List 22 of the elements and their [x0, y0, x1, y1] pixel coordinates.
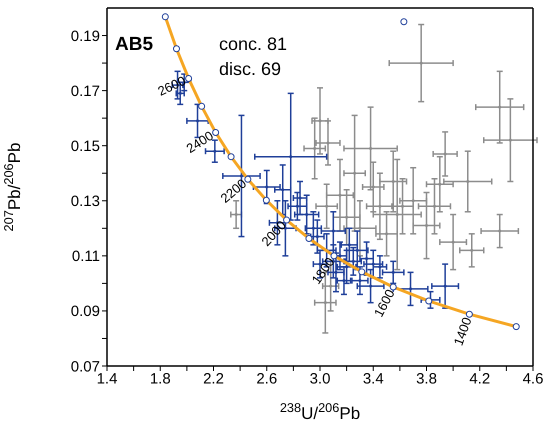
annotation: 1600	[370, 286, 398, 320]
y-tick-label: 0.17	[70, 82, 100, 100]
x-tick-label: 3.4	[362, 370, 384, 388]
x-tick-label: 1.8	[150, 370, 171, 388]
y-tick-label: 0.19	[70, 28, 100, 45]
annotation: conc. 81	[219, 34, 288, 54]
text: AB5	[115, 34, 154, 55]
x-axis-title: $^{238}$U/$^{206}$Pb	[280, 400, 360, 423]
x-tick-label: 3.8	[416, 370, 437, 388]
x-tick-label: 4.2	[469, 370, 490, 388]
annotation: disc. 69	[219, 59, 282, 79]
annotation: 1400	[450, 315, 475, 348]
y-tick-label: 0.15	[70, 138, 100, 156]
y-tick-label: 0.11	[72, 248, 100, 266]
annotation: 2400	[184, 128, 216, 156]
x-tick-label: 3.0	[310, 370, 330, 388]
x-tick-label: 2.6	[256, 370, 278, 388]
annotation: 2600	[155, 72, 188, 99]
x-tick-label: 2.2	[203, 370, 224, 388]
y-tick-label: 0.09	[70, 303, 100, 320]
y-tick-label: 0.13	[70, 193, 100, 210]
x-tick-label: 4.6	[522, 370, 544, 388]
